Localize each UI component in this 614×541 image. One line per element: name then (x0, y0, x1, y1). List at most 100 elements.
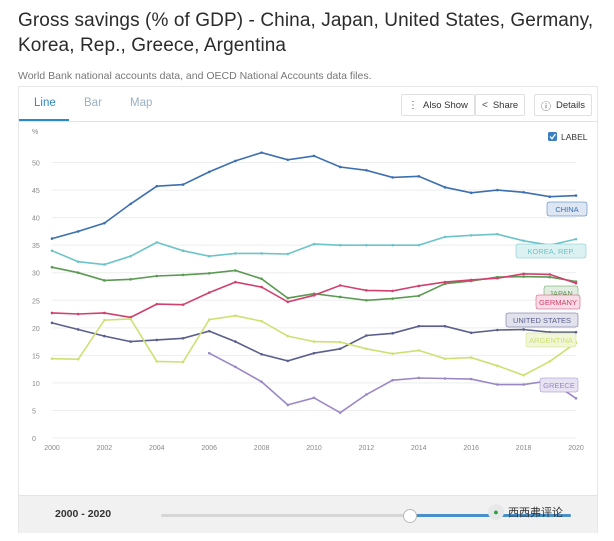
data-point (234, 365, 237, 369)
data-point (496, 232, 499, 236)
data-point (312, 340, 316, 343)
tab-bar: Line Bar Map ⋮ Also Show < Share ⓘ Detai… (19, 87, 597, 122)
data-point (50, 321, 54, 325)
data-point (338, 340, 342, 344)
data-point (391, 332, 394, 335)
data-point (522, 239, 525, 243)
share-button[interactable]: < Share (475, 94, 526, 116)
range-label: 2000 - 2020 (55, 508, 112, 520)
data-point (522, 190, 525, 194)
data-point (496, 383, 499, 386)
data-point (260, 151, 263, 154)
details-label: Details (556, 99, 586, 111)
data-point (522, 275, 525, 278)
data-point (365, 393, 368, 396)
x-tick-label: 2018 (516, 445, 532, 452)
share-icon: < (482, 99, 488, 111)
y-tick-label: 45 (32, 188, 40, 195)
data-point (522, 272, 525, 276)
data-point (417, 284, 421, 288)
y-axis-label: % (32, 129, 38, 136)
tab-line[interactable]: Line (34, 97, 56, 109)
data-point (155, 302, 159, 306)
data-point (312, 294, 316, 297)
data-point (338, 165, 342, 169)
data-point (496, 188, 499, 192)
data-point (548, 275, 552, 279)
data-point (129, 278, 132, 281)
data-point (338, 411, 342, 414)
y-tick-label: 15 (32, 353, 40, 360)
data-point (155, 241, 159, 244)
data-point (207, 170, 211, 174)
x-tick-label: 2016 (463, 445, 479, 452)
data-point (417, 294, 421, 298)
data-point (417, 175, 421, 178)
data-point (76, 271, 80, 275)
watermark-text: 西西弗评论 (508, 507, 563, 519)
details-button[interactable]: ⓘ Details (534, 94, 593, 116)
data-point (365, 243, 368, 247)
data-point (129, 317, 132, 321)
data-point (312, 242, 316, 246)
data-point (365, 168, 368, 172)
info-icon: ⓘ (541, 101, 551, 113)
data-point (391, 378, 394, 382)
series-label: JAPAN (549, 289, 573, 298)
data-point (338, 284, 342, 287)
data-point (312, 351, 316, 355)
data-point (76, 328, 80, 331)
x-tick-label: 2010 (306, 445, 322, 452)
range-slider-handle[interactable] (403, 509, 417, 523)
data-point (260, 319, 263, 323)
y-tick-label: 5 (32, 408, 36, 415)
series-label: UNITED STATES (513, 316, 571, 325)
data-point (181, 249, 185, 252)
data-point (260, 285, 263, 289)
data-point (443, 280, 447, 284)
data-point (338, 347, 342, 351)
data-point (260, 277, 263, 281)
data-point (391, 243, 394, 247)
data-point (181, 336, 185, 340)
data-point (234, 340, 237, 343)
share-label: Share (492, 99, 519, 111)
tab-map[interactable]: Map (130, 97, 153, 109)
data-point (548, 273, 552, 276)
data-point (103, 318, 106, 322)
data-point (129, 340, 132, 343)
tab-bar-chart[interactable]: Bar (84, 97, 102, 109)
x-tick-label: 2020 (568, 445, 584, 452)
data-point (76, 312, 80, 316)
data-point (207, 329, 211, 333)
watermark: ● 西西弗评论 (488, 504, 563, 520)
data-point (103, 279, 106, 282)
series-label-box (525, 332, 577, 348)
data-point (129, 254, 132, 258)
data-point (50, 311, 54, 315)
data-point (286, 296, 290, 300)
data-point (391, 289, 394, 293)
y-tick-label: 25 (32, 298, 40, 305)
series-label: GREECE (543, 381, 575, 390)
y-tick-label: 30 (32, 271, 40, 278)
data-point (286, 334, 290, 338)
x-tick-label: 2000 (44, 445, 60, 452)
data-point (365, 347, 368, 351)
series-label-box (539, 377, 579, 393)
label-checkbox[interactable] (548, 132, 557, 141)
data-point (443, 235, 447, 239)
chart-title: Gross savings (% of GDP) - China, Japan,… (18, 10, 594, 56)
data-point (443, 186, 447, 189)
series-label: CHINA (555, 205, 578, 214)
data-point (207, 291, 211, 294)
data-point (391, 297, 394, 300)
active-tab-indicator (19, 119, 69, 121)
range-slider-track[interactable] (161, 514, 571, 517)
also-show-button[interactable]: ⋮ Also Show (401, 94, 475, 116)
data-point (443, 357, 447, 360)
data-point (76, 260, 80, 264)
data-point (181, 360, 185, 364)
data-point (181, 273, 185, 277)
data-point (286, 158, 290, 162)
